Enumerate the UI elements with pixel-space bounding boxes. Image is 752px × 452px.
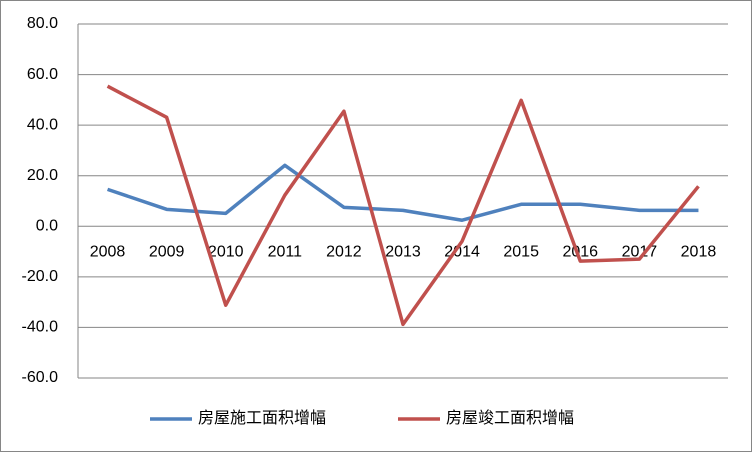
x-tick-label: 2008 (90, 244, 126, 261)
x-tick-label: 2018 (681, 244, 717, 261)
y-tick-label: 60.0 (27, 66, 58, 83)
x-tick-label: 2016 (562, 244, 598, 261)
legend-label: 房屋竣工面积增幅 (446, 409, 574, 427)
x-tick-label: 2015 (503, 244, 539, 261)
x-tick-label: 2012 (326, 244, 362, 261)
y-tick-label: -60.0 (22, 369, 59, 386)
x-tick-label: 2013 (385, 244, 421, 261)
x-tick-label: 2011 (268, 244, 303, 261)
series-line (106, 84, 700, 327)
y-tick-label: 20.0 (27, 167, 58, 184)
y-tick-label: 0.0 (36, 218, 58, 235)
y-tick-label: -20.0 (22, 268, 59, 285)
y-tick-label: 80.0 (27, 15, 58, 32)
legend-label: 房屋施工面积增幅 (198, 409, 326, 427)
x-tick-label: 2009 (149, 244, 185, 261)
y-tick-label: 40.0 (27, 116, 58, 133)
x-tick-label: 2010 (208, 244, 244, 261)
series-line (106, 163, 699, 222)
y-tick-label: -40.0 (22, 319, 59, 336)
